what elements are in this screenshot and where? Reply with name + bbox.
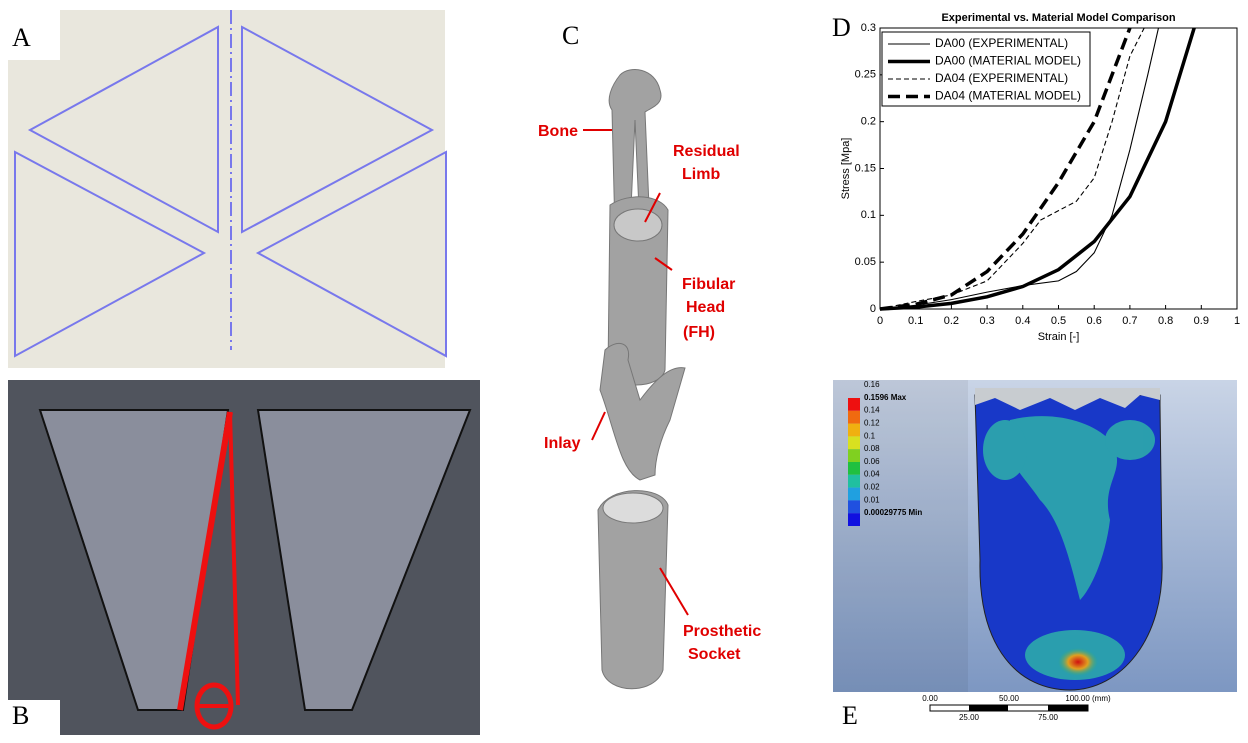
legend: DA00 (EXPERIMENTAL) DA00 (MATERIAL MODEL)… [882,32,1090,106]
y-tick-label: 0.1 [861,209,876,221]
c-label: Inlay [544,435,581,452]
x-tick-label: 0.6 [1087,315,1102,327]
color-bin [848,436,860,449]
c-label: Fibular [682,276,735,293]
legend-label: 0.01 [864,495,880,504]
scale-label: 0.00 [922,694,938,703]
x-tick-label: 0.2 [944,315,959,327]
color-bin [848,411,860,424]
legend-label: DA04 (EXPERIMENTAL) [935,71,1068,85]
color-bin [848,475,860,488]
x-tick-label: 0.5 [1051,315,1066,327]
legend-label: 0.08 [864,444,880,453]
panel-label: D [832,13,851,42]
c-label: (FH) [683,324,715,341]
x-tick-label: 0.1 [908,315,923,327]
scale-label: 75.00 [1038,713,1059,722]
c-label: Socket [688,646,741,663]
panel-d: D Experimental vs. Material Model Compar… [832,12,1240,343]
legend-label: 0.16 [864,380,880,389]
page: {"panels":{"a":"A","b":"B","c":"C","d":"… [0,0,1248,743]
y-axis-label: Stress [Mpa] [840,138,852,200]
figure: A B C Bone Residual Limb Fibular Head (F… [0,0,1248,738]
x-tick-label: 1 [1234,315,1240,327]
y-tick-label: 0.25 [855,69,876,81]
x-tick-label: 0.3 [979,315,994,327]
c-label: Prosthetic [683,623,761,640]
y-tick-label: 0.15 [855,162,876,174]
panel-b: B [8,380,480,738]
x-tick-label: 0.7 [1122,315,1137,327]
color-bin [848,513,860,526]
c-label: Limb [682,166,720,183]
legend-label: 0.14 [864,406,880,415]
x-axis-label: Strain [-] [1038,331,1080,343]
y-tick-label: 0 [870,303,876,315]
panel-label: A [12,23,31,52]
panel-e: E 0.16 0.1596 Max 0.14 0.12 0.1 0.08 0.06 0.04 0… [833,380,1237,738]
color-bin [848,500,860,513]
color-bin [848,424,860,437]
color-bin [848,462,860,475]
legend-label: DA04 (MATERIAL MODEL) [935,89,1081,103]
scale-label: 25.00 [959,713,980,722]
legend-label: 0.1596 Max [864,393,907,402]
x-tick-label: 0.9 [1194,315,1209,327]
y-tick-label: 0.2 [861,116,876,128]
y-tick-label: 0.3 [861,22,876,34]
panel-label: B [12,701,29,730]
panel-label: C [562,21,579,50]
hotspot [1058,648,1098,676]
legend-label: DA00 (EXPERIMENTAL) [935,36,1068,50]
y-tick-label: 0.05 [855,256,876,268]
scale-label: 100.00 (mm) [1065,694,1111,703]
legend-label: DA00 (MATERIAL MODEL) [935,54,1081,68]
x-tick-label: 0 [877,315,883,327]
panel-label: E [842,701,858,730]
scale-label: 50.00 [999,694,1020,703]
c-label: Residual [673,143,740,160]
legend-label: 0.1 [864,431,876,440]
models [598,70,685,689]
legend-label: 0.12 [864,419,880,428]
c-label: Head [686,299,725,316]
legend-label: 0.02 [864,483,880,492]
panel-a-bg [8,10,445,368]
chart-title: Experimental vs. Material Model Comparis… [941,12,1175,24]
legend-label: 0.04 [864,470,880,479]
legend-label: 0.00029775 Min [864,508,922,517]
legend-label: 0.06 [864,457,880,466]
x-tick-label: 0.8 [1158,315,1173,327]
color-bin [848,449,860,462]
color-bin [848,398,860,411]
color-bin [848,488,860,501]
panel-c: C Bone Residual Limb Fibular Head (FH) I… [538,21,761,689]
c-label: Bone [538,123,578,140]
x-tick-label: 0.4 [1015,315,1030,327]
panel-a: A [8,10,446,368]
